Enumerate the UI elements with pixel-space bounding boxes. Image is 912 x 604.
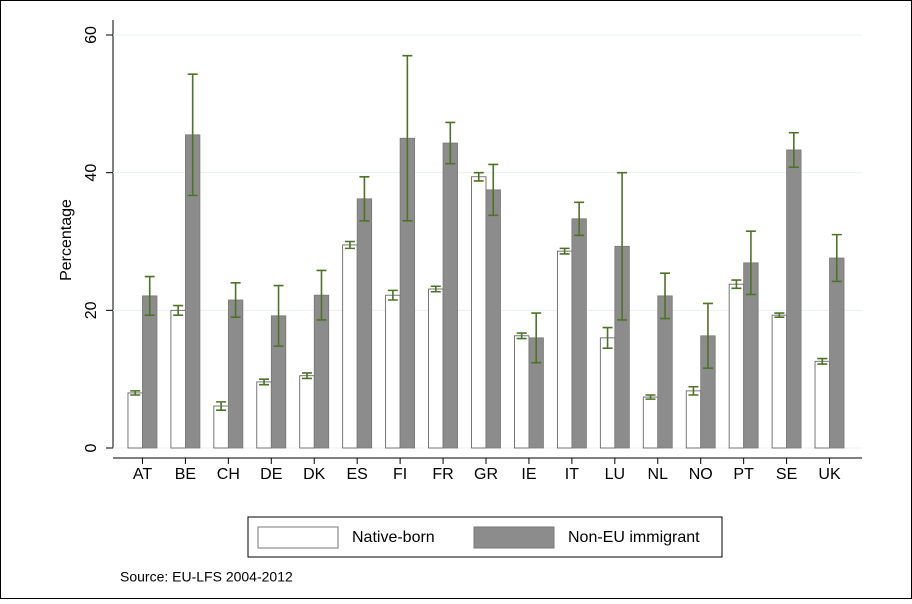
error-bar xyxy=(574,201,585,237)
x-tick-label: GR xyxy=(474,466,498,483)
bar xyxy=(227,299,244,449)
legend-label: Non-EU immigrant xyxy=(568,529,700,546)
bar xyxy=(213,405,229,449)
x-tick-label: IE xyxy=(521,466,536,483)
error-bar xyxy=(130,390,141,396)
x-tick-label: CH xyxy=(217,466,240,483)
x-tick-label: PT xyxy=(733,466,754,483)
y-tick-label: 0 xyxy=(83,443,100,452)
error-bar xyxy=(645,394,656,400)
x-tick-label: NL xyxy=(648,466,669,483)
bar xyxy=(599,337,616,449)
error-bar xyxy=(259,378,270,386)
x-tick-label: ES xyxy=(347,466,368,483)
error-bar xyxy=(831,233,842,283)
error-bar xyxy=(387,289,398,301)
bar xyxy=(685,390,702,449)
x-tick-label: SE xyxy=(776,466,797,483)
x-tick-label: IT xyxy=(565,466,579,483)
bar xyxy=(814,360,830,449)
error-bar xyxy=(788,131,799,168)
error-bar xyxy=(230,282,241,319)
y-axis-label: Percentage xyxy=(58,199,75,281)
bar xyxy=(514,335,530,449)
error-bar xyxy=(745,230,756,296)
error-bar xyxy=(488,163,499,217)
error-bar xyxy=(402,54,413,222)
bar xyxy=(256,381,272,449)
x-tick-label: LU xyxy=(605,466,625,483)
error-bar xyxy=(344,240,355,250)
bar xyxy=(728,283,745,449)
legend-swatch xyxy=(257,526,339,549)
error-bar xyxy=(559,247,570,255)
error-bar xyxy=(359,175,370,222)
error-bar xyxy=(316,269,327,321)
source: Source: EU-LFS 2004-2012 xyxy=(120,569,293,585)
bar xyxy=(771,314,787,449)
bar xyxy=(642,396,659,449)
bar xyxy=(142,295,158,449)
bar xyxy=(829,257,845,449)
error-bar xyxy=(702,302,713,369)
bar xyxy=(485,189,501,449)
bar xyxy=(356,198,373,449)
error-bar xyxy=(187,73,198,197)
error-bar xyxy=(531,312,542,364)
bar xyxy=(428,288,444,449)
bar xyxy=(299,375,315,449)
y-tick-label: 60 xyxy=(83,26,100,44)
bar xyxy=(471,176,487,449)
y-tick-label: 20 xyxy=(83,301,100,319)
error-bar xyxy=(660,272,671,320)
error-bar xyxy=(430,285,441,293)
legend-label: Native-born xyxy=(352,529,435,546)
x-tick-label: DE xyxy=(260,466,282,483)
bar xyxy=(442,142,458,449)
bar xyxy=(170,309,186,449)
error-bar xyxy=(817,357,828,365)
x-tick-label: DK xyxy=(303,466,326,483)
error-bar xyxy=(173,304,184,316)
error-bar xyxy=(216,401,227,411)
y-tick-label: 40 xyxy=(83,164,100,182)
error-bar xyxy=(273,284,284,347)
x-tick-label: FR xyxy=(432,466,453,483)
error-bar xyxy=(774,312,785,319)
error-bar xyxy=(445,121,456,165)
bar xyxy=(127,392,143,449)
error-bar xyxy=(301,372,312,380)
x-tick-label: NO xyxy=(689,466,713,483)
legend-swatch xyxy=(473,526,555,549)
error-bar xyxy=(617,171,628,321)
bar xyxy=(342,244,358,449)
x-tick-label: AT xyxy=(133,466,152,483)
bar xyxy=(786,149,802,449)
x-tick-label: BE xyxy=(175,466,196,483)
bar xyxy=(556,250,573,449)
bar xyxy=(571,218,587,449)
error-bar xyxy=(602,326,613,349)
error-bar xyxy=(688,385,699,396)
error-bar xyxy=(473,171,484,182)
error-bar xyxy=(144,275,155,316)
bar xyxy=(385,294,401,449)
error-bar xyxy=(516,332,527,340)
x-tick-label: FI xyxy=(393,466,407,483)
x-tick-label: UK xyxy=(818,466,841,483)
error-bar xyxy=(731,279,742,290)
